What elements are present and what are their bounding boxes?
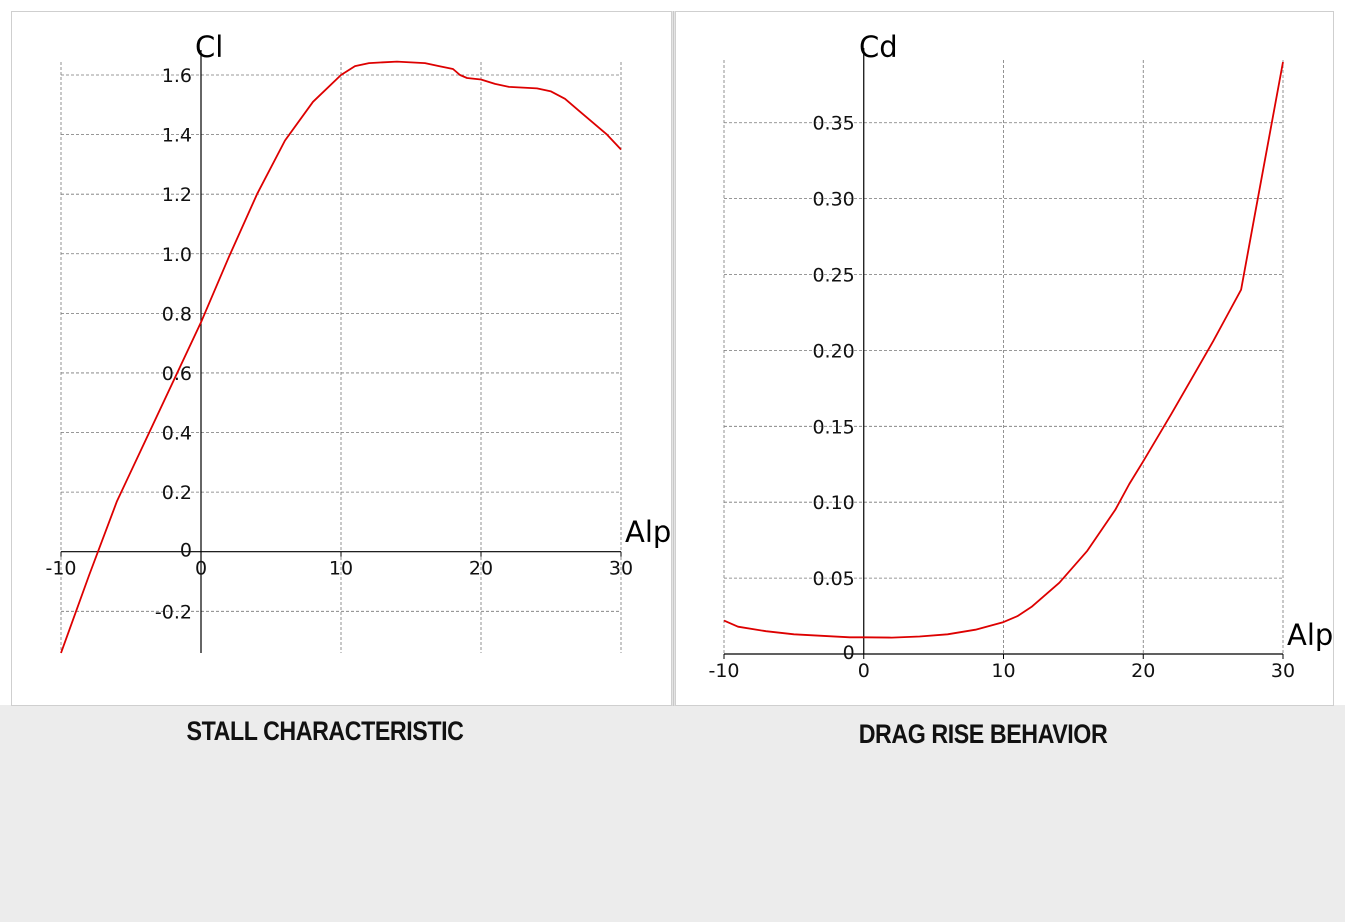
y-tick-label: 0.10 <box>812 492 854 514</box>
data-series-line <box>723 61 1284 639</box>
y-tick-label: 0.8 <box>162 303 192 325</box>
x-axis-label: Alp <box>1287 618 1333 652</box>
y-tick-label: 0.15 <box>812 416 854 438</box>
footer-inner <box>10 782 1333 920</box>
x-tick-label: 20 <box>1131 660 1155 682</box>
y-tick-label: 0 <box>843 642 855 664</box>
x-tick-label: 20 <box>469 558 493 580</box>
x-tick-label: 10 <box>991 660 1015 682</box>
x-tick-label: 30 <box>1271 660 1295 682</box>
y-tick-label: 1.0 <box>162 244 192 266</box>
y-tick-label: 0.20 <box>812 340 854 362</box>
x-tick-label: -10 <box>45 558 76 580</box>
x-tick-label: 0 <box>858 660 870 682</box>
right-panel-frame <box>675 11 1334 706</box>
y-axis-label: Cd <box>859 30 898 64</box>
y-tick-label: 0.25 <box>812 265 854 287</box>
cd-alpha-chart: -10 0 10 20 30 0 0.05 0.10 0.15 0.20 0.25 0.30 0.35 A… <box>708 30 1333 682</box>
left-chart-caption: STALL CHARACTERISTIC <box>186 716 464 746</box>
y-tick-label: 1.2 <box>162 184 192 206</box>
data-series-line <box>60 60 622 654</box>
right-chart-caption: DRAG RISE BEHAVIOR <box>858 719 1108 749</box>
x-tick-label: 0 <box>195 558 207 580</box>
left-panel-frame <box>11 11 672 706</box>
y-tick-label: 0.30 <box>812 189 854 211</box>
y-axis-label: Cl <box>195 30 223 64</box>
y-tick-label: 0.05 <box>812 568 854 590</box>
y-tick-label: 1.6 <box>162 65 192 87</box>
x-tick-label: 10 <box>329 558 353 580</box>
x-axis-label: Alp <box>625 515 671 549</box>
y-tick-label: 0 <box>180 540 192 562</box>
x-tick-label: 30 <box>609 558 633 580</box>
cl-alpha-chart: -10 0 10 20 30-0.200.20.40.60.81.01.21.41.6A… <box>45 30 671 654</box>
y-tick-label: 0.4 <box>162 423 192 445</box>
y-tick-label: -0.2 <box>155 601 192 623</box>
y-tick-label: 0.2 <box>162 482 192 504</box>
y-tick-label: 0.35 <box>812 113 854 135</box>
x-tick-label: -10 <box>708 660 739 682</box>
y-tick-label: 1.4 <box>162 125 192 147</box>
